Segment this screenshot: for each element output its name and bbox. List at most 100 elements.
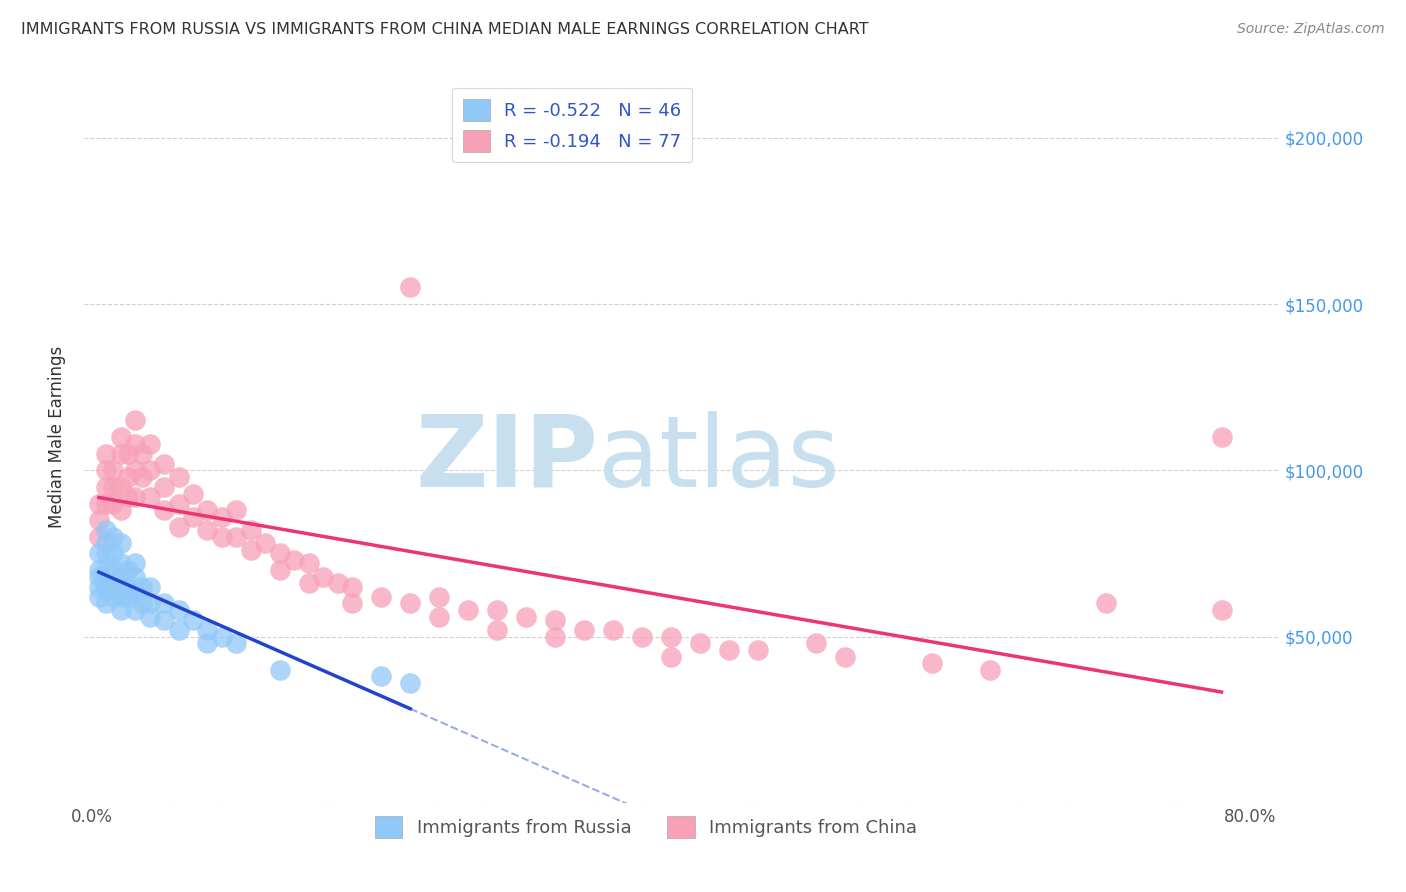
Point — [131, 580, 153, 594]
Point — [138, 596, 160, 610]
Point — [138, 609, 160, 624]
Point — [457, 603, 479, 617]
Point — [87, 497, 110, 511]
Point — [138, 490, 160, 504]
Point — [167, 520, 190, 534]
Point — [131, 596, 153, 610]
Point — [631, 630, 654, 644]
Point — [181, 613, 204, 627]
Point — [804, 636, 827, 650]
Point — [153, 596, 176, 610]
Point — [110, 503, 132, 517]
Point — [197, 523, 219, 537]
Point — [103, 590, 125, 604]
Point — [1211, 430, 1233, 444]
Point — [717, 643, 740, 657]
Point — [298, 576, 321, 591]
Point — [94, 563, 117, 577]
Point — [399, 280, 422, 294]
Point — [110, 580, 132, 594]
Point — [117, 470, 139, 484]
Point — [269, 563, 291, 577]
Point — [342, 596, 364, 610]
Point — [921, 656, 943, 670]
Point — [124, 436, 146, 450]
Point — [117, 447, 139, 461]
Point — [342, 580, 364, 594]
Point — [94, 546, 117, 560]
Point — [103, 480, 125, 494]
Point — [131, 470, 153, 484]
Point — [87, 513, 110, 527]
Point — [117, 563, 139, 577]
Point — [486, 603, 509, 617]
Point — [153, 613, 176, 627]
Point — [110, 430, 132, 444]
Point — [117, 580, 139, 594]
Point — [602, 623, 624, 637]
Point — [211, 530, 233, 544]
Point — [370, 669, 392, 683]
Point — [747, 643, 769, 657]
Point — [103, 497, 125, 511]
Point — [544, 630, 567, 644]
Point — [94, 463, 117, 477]
Point — [834, 649, 856, 664]
Point — [1094, 596, 1116, 610]
Point — [117, 490, 139, 504]
Point — [1211, 603, 1233, 617]
Point — [225, 636, 247, 650]
Point — [283, 553, 305, 567]
Point — [103, 530, 125, 544]
Point — [269, 663, 291, 677]
Point — [427, 590, 450, 604]
Point — [131, 447, 153, 461]
Point — [138, 580, 160, 594]
Point — [269, 546, 291, 560]
Point — [312, 570, 335, 584]
Point — [124, 463, 146, 477]
Point — [94, 596, 117, 610]
Point — [239, 543, 262, 558]
Point — [153, 480, 176, 494]
Text: atlas: atlas — [599, 410, 839, 508]
Point — [94, 523, 117, 537]
Point — [94, 580, 117, 594]
Point — [103, 463, 125, 477]
Point — [110, 603, 132, 617]
Point — [225, 503, 247, 517]
Point — [167, 603, 190, 617]
Point — [103, 563, 125, 577]
Point — [181, 486, 204, 500]
Point — [87, 563, 110, 577]
Point — [544, 613, 567, 627]
Text: Source: ZipAtlas.com: Source: ZipAtlas.com — [1237, 22, 1385, 37]
Point — [225, 530, 247, 544]
Point — [124, 490, 146, 504]
Point — [254, 536, 277, 550]
Point — [167, 497, 190, 511]
Point — [124, 586, 146, 600]
Point — [197, 623, 219, 637]
Point — [87, 590, 110, 604]
Point — [486, 623, 509, 637]
Point — [211, 509, 233, 524]
Point — [138, 436, 160, 450]
Point — [87, 546, 110, 560]
Point — [110, 480, 132, 494]
Point — [124, 557, 146, 571]
Point — [659, 649, 682, 664]
Point — [181, 509, 204, 524]
Point — [87, 570, 110, 584]
Point — [298, 557, 321, 571]
Point — [211, 630, 233, 644]
Point — [399, 596, 422, 610]
Y-axis label: Median Male Earnings: Median Male Earnings — [48, 346, 66, 528]
Point — [110, 447, 132, 461]
Point — [110, 590, 132, 604]
Point — [153, 503, 176, 517]
Point — [167, 470, 190, 484]
Point — [515, 609, 537, 624]
Point — [153, 457, 176, 471]
Point — [110, 536, 132, 550]
